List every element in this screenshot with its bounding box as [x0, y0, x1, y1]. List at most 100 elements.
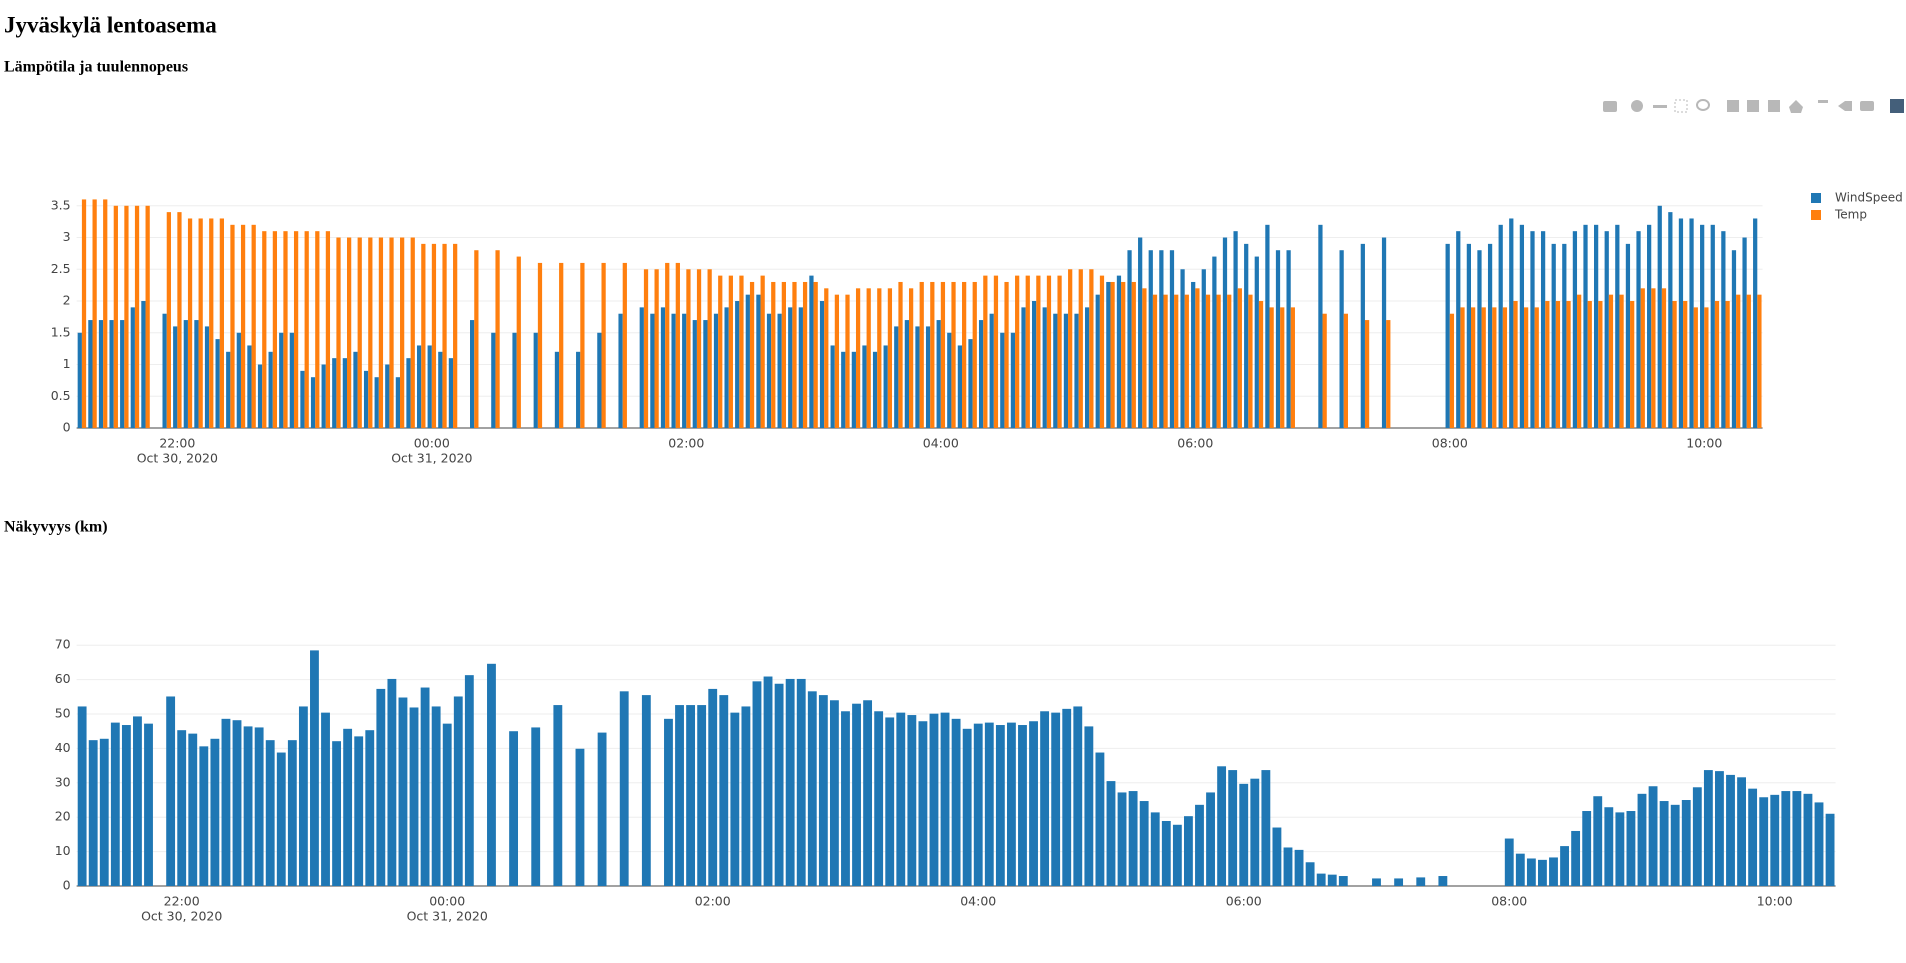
bar — [251, 224, 256, 428]
x-tick-label: 08:00 — [1491, 894, 1527, 909]
bar — [342, 358, 347, 428]
bar — [298, 706, 308, 886]
bar — [1239, 783, 1249, 886]
bar — [1515, 853, 1525, 886]
bar — [664, 718, 673, 886]
autoscale-icon[interactable] — [1768, 100, 1780, 112]
bar — [1116, 275, 1122, 428]
bar — [287, 740, 297, 886]
bar — [368, 237, 373, 428]
hover-compare-icon[interactable] — [1860, 101, 1874, 111]
bar — [855, 288, 861, 428]
bar — [1006, 722, 1016, 886]
bar — [1615, 224, 1620, 428]
bar — [293, 231, 299, 428]
bar — [1169, 250, 1175, 428]
bar — [247, 345, 252, 428]
zoom-in-icon[interactable] — [1727, 100, 1739, 112]
bar — [951, 281, 956, 428]
bar — [1477, 250, 1482, 428]
bar — [771, 281, 776, 428]
bar — [1594, 224, 1599, 428]
bar — [1290, 307, 1295, 428]
bar — [622, 262, 627, 428]
bar — [665, 262, 670, 428]
bar — [1487, 243, 1493, 428]
bar — [1159, 250, 1164, 428]
bar — [304, 231, 309, 428]
x-tick-label: 10:00 — [1757, 894, 1793, 909]
bar — [262, 231, 267, 428]
bar — [597, 332, 602, 428]
y-tick-label: 10 — [55, 843, 71, 858]
spike-icon[interactable] — [1818, 100, 1828, 103]
plotly-logo[interactable] — [1890, 99, 1904, 113]
bar — [1593, 796, 1603, 886]
bar — [110, 722, 120, 886]
bar — [554, 351, 560, 428]
bar — [1272, 827, 1282, 886]
bar — [315, 231, 320, 428]
select-icon[interactable] — [1674, 99, 1688, 113]
bar — [1386, 320, 1391, 428]
camera-icon[interactable] — [1603, 101, 1617, 112]
bar — [1661, 288, 1667, 428]
bar — [973, 723, 983, 886]
bar — [1551, 243, 1556, 428]
bar — [1608, 294, 1614, 428]
bar — [908, 288, 914, 428]
legend-label: Temp — [1834, 208, 1867, 222]
bar — [872, 351, 878, 428]
y-tick-label: 3.5 — [51, 197, 71, 212]
bar — [1704, 307, 1709, 428]
bar — [187, 218, 193, 428]
zoom-icon[interactable] — [1631, 100, 1643, 112]
bar — [512, 332, 517, 428]
bar — [1604, 807, 1614, 886]
bar — [739, 275, 744, 428]
bar — [1757, 294, 1762, 428]
modebar[interactable] — [1603, 99, 1904, 113]
bar — [845, 294, 850, 428]
bar — [925, 326, 931, 428]
x-tick-label: Oct 31, 2020 — [407, 909, 488, 924]
bar — [1647, 224, 1652, 428]
zoom-out-icon[interactable] — [1747, 100, 1759, 112]
bar — [98, 320, 104, 428]
bar — [438, 351, 443, 428]
y-tick-label: 0 — [63, 420, 71, 435]
bar — [1549, 857, 1558, 886]
bar — [442, 723, 452, 886]
bar — [1244, 243, 1249, 428]
bar — [707, 269, 712, 428]
bar — [1560, 846, 1569, 886]
bar — [756, 294, 761, 428]
bar — [1142, 288, 1147, 428]
bar — [265, 740, 275, 886]
bar — [1152, 294, 1158, 428]
bar — [639, 307, 644, 428]
bar — [752, 681, 762, 886]
bar — [1269, 307, 1274, 428]
bar — [1509, 218, 1514, 428]
bar — [389, 237, 394, 428]
hover-closest-icon[interactable] — [1838, 101, 1852, 111]
home-icon[interactable] — [1789, 100, 1803, 113]
bar — [763, 676, 773, 886]
bar — [841, 711, 850, 886]
y-tick-label: 50 — [55, 706, 71, 721]
bar — [1502, 307, 1508, 428]
bar — [491, 332, 496, 428]
bar — [1710, 224, 1715, 428]
bar — [1029, 721, 1038, 886]
bar — [1381, 237, 1387, 428]
bar — [1445, 243, 1450, 428]
pan-icon[interactable] — [1653, 105, 1667, 108]
bar — [749, 281, 755, 428]
bar — [1174, 294, 1179, 428]
bar — [1036, 275, 1041, 428]
bar — [887, 288, 893, 428]
lasso-icon[interactable] — [1696, 99, 1710, 111]
x-tick-label: 06:00 — [1177, 436, 1213, 451]
bar — [1498, 224, 1503, 428]
